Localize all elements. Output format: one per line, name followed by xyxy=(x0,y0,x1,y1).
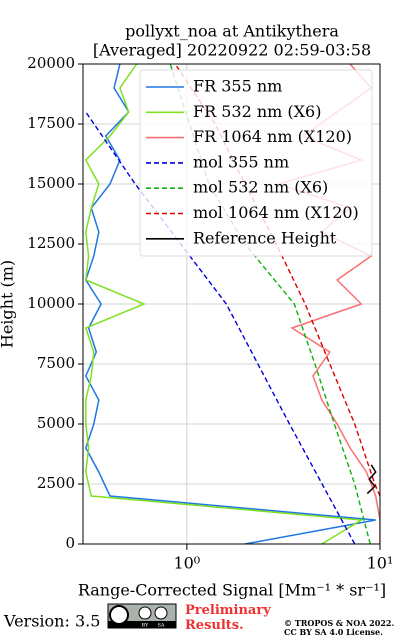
y-tick-label: 17500 xyxy=(27,114,75,132)
y-tick-label: 15000 xyxy=(27,174,75,192)
y-tick-label: 7500 xyxy=(37,354,75,372)
legend-label: Reference Height xyxy=(193,228,337,247)
y-axis-label: Height (m) xyxy=(0,260,17,348)
license-text: CC BY SA 4.0 License. xyxy=(284,627,383,637)
chart-subtitle: [Averaged] 20220922 02:59-03:58 xyxy=(93,41,371,60)
badge-text: BY xyxy=(142,623,150,629)
badge-strip xyxy=(108,621,176,628)
legend-label: FR 355 nm xyxy=(193,77,282,96)
badge-icon xyxy=(138,606,152,620)
version: Version: 3.5 xyxy=(3,612,100,631)
legend-label: FR 1064 nm (X120) xyxy=(193,127,352,146)
license-badge: BY SA xyxy=(107,603,177,629)
y-tick-label: 5000 xyxy=(37,414,75,432)
y-tick-label: 20000 xyxy=(27,54,75,72)
legend: FR 355 nm FR 532 nm (X6) FR 1064 nm (X120)… xyxy=(139,69,373,257)
y-tick-label: 0 xyxy=(65,534,75,552)
series-line xyxy=(85,111,356,544)
x-tick-label: 10¹ xyxy=(367,554,394,573)
series-line xyxy=(84,64,376,544)
copyright: © TROPOS & NOA 2022. xyxy=(284,618,394,628)
x-axis-label: Range-Corrected Signal [Mm⁻¹ * sr⁻¹] xyxy=(78,581,386,600)
badge-text: SA xyxy=(157,623,164,629)
badge-icon xyxy=(109,605,129,625)
legend-label: FR 532 nm (X6) xyxy=(193,102,321,121)
status-text: Preliminary Results. xyxy=(185,603,271,633)
y-tick-label: 10000 xyxy=(27,294,75,312)
legend-label: mol 355 nm xyxy=(193,152,289,171)
badge-icon xyxy=(154,606,168,620)
y-tick-label: 12500 xyxy=(27,234,75,252)
y-tick-label: 2500 xyxy=(37,474,75,492)
legend-label: mol 532 nm (X6) xyxy=(193,178,328,197)
legend-box xyxy=(139,69,373,257)
series-line xyxy=(366,464,377,495)
chart-title: pollyxt_noa at Antikythera xyxy=(125,22,339,41)
x-tick-label: 10⁰ xyxy=(173,554,200,573)
series-line xyxy=(84,64,364,544)
legend-label: mol 1064 nm (X120) xyxy=(193,203,359,222)
